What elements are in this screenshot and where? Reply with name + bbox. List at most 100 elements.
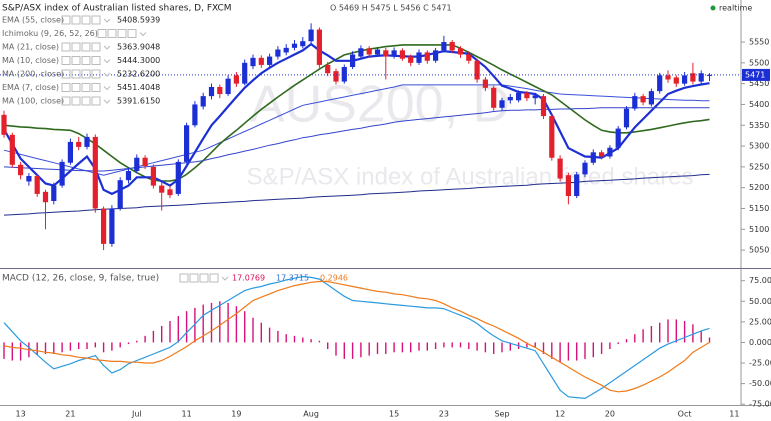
histogram-bar (501, 342, 503, 353)
candle-body (582, 162, 588, 175)
histogram-bar (252, 317, 254, 343)
histogram-bar (360, 342, 362, 358)
x-tick-label: 21 (65, 410, 75, 419)
candle-body (242, 62, 248, 84)
histogram-bar (78, 342, 80, 350)
histogram-bar (19, 342, 22, 361)
legend-name: MA (21, close) (2, 43, 59, 52)
ohlc-readout: O 5469 H 5475 L 5456 C 5471 (330, 4, 452, 13)
candle-body (648, 91, 654, 105)
legend-icon (179, 273, 189, 283)
histogram-bar (692, 324, 694, 343)
histogram-bar (169, 321, 171, 343)
histogram-bar (268, 327, 271, 343)
histogram-bar (551, 342, 553, 359)
candle-body (233, 75, 239, 84)
y-tick-label: 0.000 (749, 338, 771, 347)
histogram-bar (177, 316, 179, 343)
legend-icon (127, 29, 137, 38)
histogram-bar (625, 339, 628, 343)
legend-icon (103, 45, 111, 50)
histogram-bar (161, 325, 163, 343)
legend-name: EMA (7, close) (2, 83, 59, 92)
candle-body (516, 92, 522, 101)
legend-icon (91, 69, 101, 79)
histogram-bar (410, 342, 412, 353)
candle-body (283, 47, 289, 53)
candle-body (499, 100, 505, 108)
histogram-bar (102, 342, 105, 353)
histogram-bar (61, 342, 63, 353)
histogram-bar (659, 322, 661, 343)
candle-body (632, 96, 638, 109)
histogram-bar (3, 342, 5, 359)
macd-line (3, 275, 710, 400)
histogram-bar (418, 342, 420, 351)
histogram-bar (302, 337, 304, 343)
legend-name: MA (100, close) (2, 97, 64, 106)
candle-body (117, 180, 123, 209)
candle-body (383, 50, 389, 57)
candle-body (308, 29, 314, 42)
status-dot (710, 5, 716, 11)
histogram-bar (293, 335, 296, 343)
y-tick-label: 5550 (749, 38, 769, 47)
histogram-bar (44, 342, 47, 354)
candle-body (258, 57, 264, 65)
watermark-subtitle: S&P/ASX index of Australian listed share… (247, 163, 694, 190)
legend-icon (61, 69, 71, 79)
candle-body (9, 134, 15, 165)
candle-body (167, 189, 173, 196)
legend-icon (61, 96, 71, 106)
candle-body (42, 191, 49, 203)
candle-body (607, 147, 613, 157)
candle-body (250, 57, 256, 67)
candle-body (673, 77, 679, 84)
y-tick-label: 5050 (749, 246, 769, 255)
histogram-bar (393, 342, 395, 353)
histogram-bar (335, 342, 337, 356)
candle-body (59, 161, 65, 186)
histogram-bar (260, 322, 262, 343)
y-tick-label: 5450 (749, 79, 769, 88)
candle-body (524, 92, 530, 99)
y-tick-label: 5350 (749, 121, 769, 130)
candle-body (640, 96, 646, 103)
histogram-bar (343, 342, 345, 359)
histogram-bar (327, 342, 329, 350)
candle-body (125, 171, 132, 181)
candle-body (225, 78, 231, 95)
legend-icon (91, 83, 101, 92)
candle-body (482, 79, 488, 88)
legend-value: 5363.9048 (117, 43, 160, 52)
histogram-bar (53, 342, 55, 354)
candle-body (574, 174, 580, 197)
candle-body (665, 75, 671, 80)
candle-body (374, 49, 381, 55)
candle-body (698, 73, 704, 82)
status: realtime (719, 4, 752, 13)
y-tick-label: 5400 (749, 100, 769, 109)
candle-body (416, 52, 422, 63)
macd-readout: 17.0769 (232, 274, 265, 283)
legend-icon (97, 29, 107, 38)
histogram-bar (451, 342, 453, 348)
histogram-bar (683, 321, 686, 343)
last-price-box (742, 68, 770, 81)
candle-body (690, 73, 696, 82)
legend-icon (189, 273, 199, 283)
candle-body (449, 42, 455, 51)
histogram-bar (86, 342, 88, 350)
histogram-bar (443, 342, 445, 348)
histogram-bar (468, 342, 470, 350)
candle-body (291, 43, 298, 48)
legend-icon (81, 69, 91, 79)
macd-line (3, 280, 710, 393)
histogram-bar (194, 307, 196, 343)
legend-icon (81, 56, 91, 65)
legend-icon (71, 69, 81, 79)
chart-title: S&P/ASX index of Australian listed share… (2, 4, 232, 14)
legend-name: MA (200, close) (2, 70, 64, 79)
legend-icon (91, 15, 101, 25)
candle-body (441, 42, 447, 51)
